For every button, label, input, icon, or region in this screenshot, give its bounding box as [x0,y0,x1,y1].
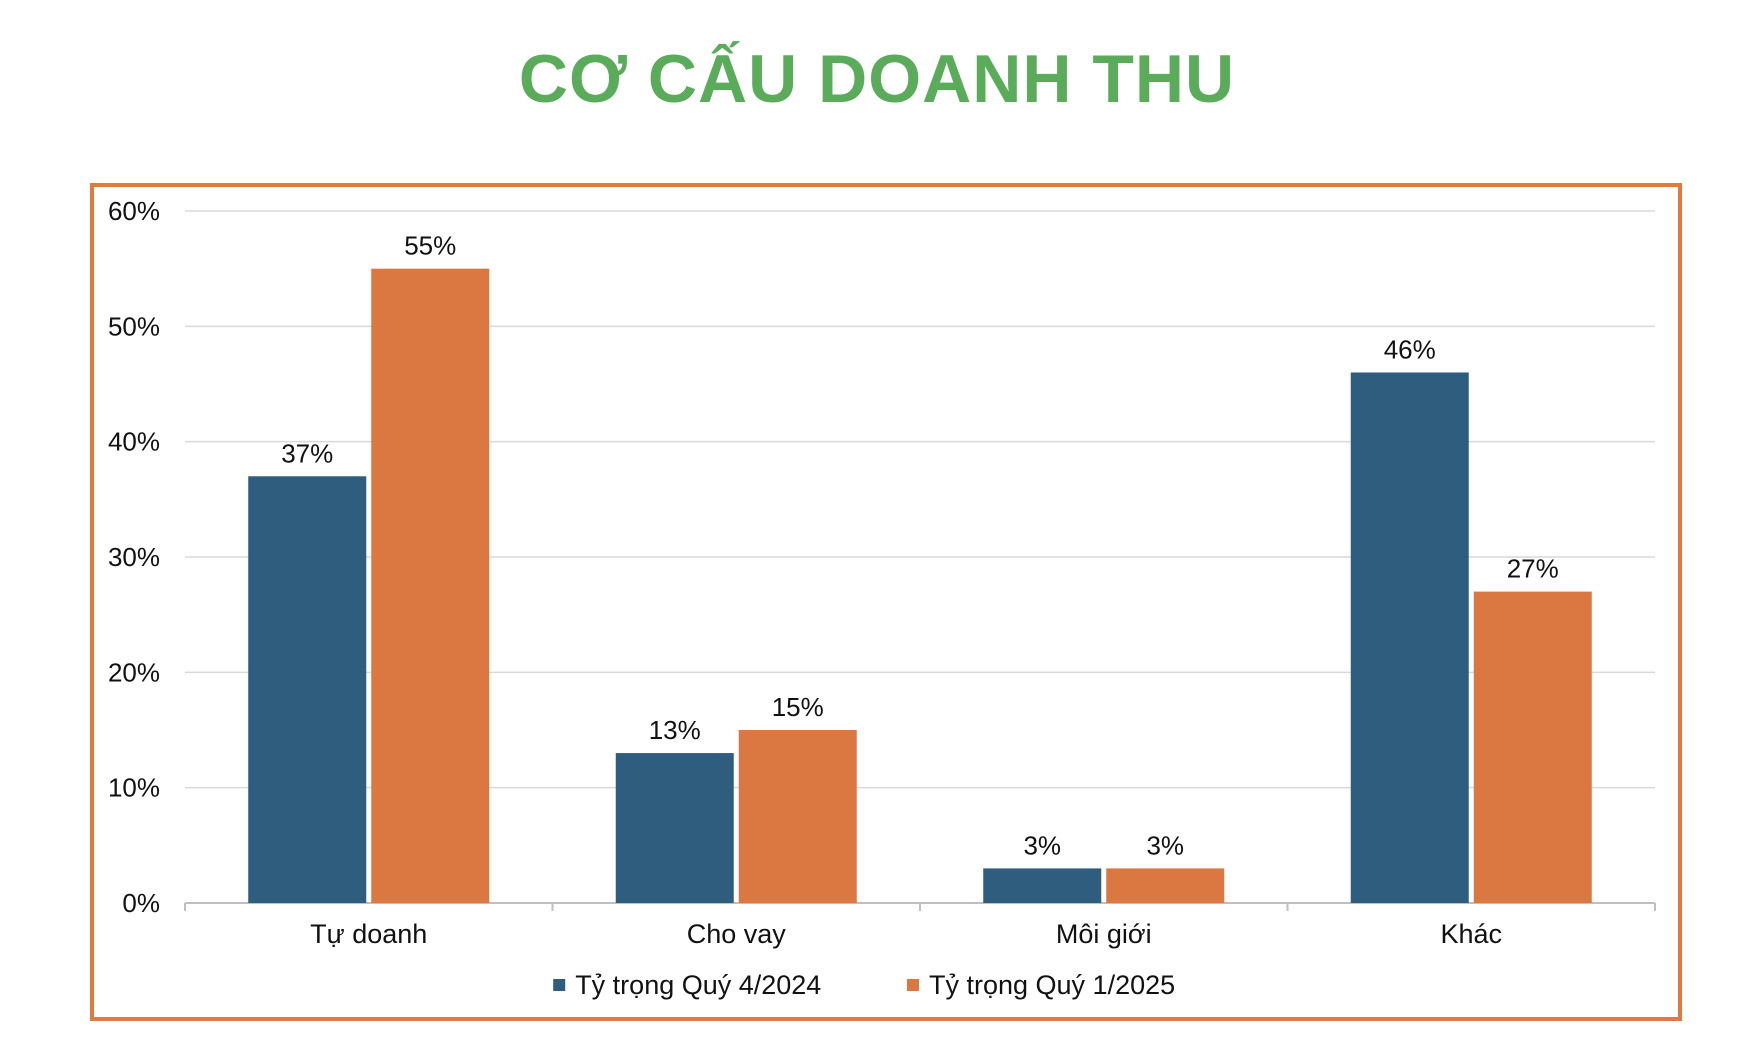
bar [738,730,857,903]
x-tick-label: Khác [1440,919,1502,949]
chart-title: CƠ CẤU DOANH THU [518,41,1236,117]
bar [1350,372,1469,903]
bar [1106,868,1225,903]
y-tick-label: 30% [108,542,160,572]
bar [983,868,1102,903]
legend-swatch [553,979,566,991]
data-label: 27% [1507,554,1559,584]
y-tick-label: 10% [108,773,160,803]
y-tick-label: 60% [108,196,160,226]
bar [615,753,734,903]
x-tick-label: Môi giới [1056,919,1152,949]
data-label: 13% [649,715,701,745]
data-label: 46% [1384,334,1436,364]
legend-label: Tỷ trọng Quý 4/2024 [575,970,821,1000]
data-label: 3% [1023,830,1061,860]
data-label: 37% [281,438,333,468]
bar [1473,591,1592,903]
legend-label: Tỷ trọng Quý 1/2025 [929,970,1175,1000]
y-tick-label: 0% [122,888,160,918]
y-tick-label: 20% [108,657,160,687]
y-tick-label: 40% [108,427,160,457]
x-tick-label: Cho vay [687,919,787,949]
legend-swatch [907,979,919,991]
y-tick-label: 50% [108,311,160,341]
data-label: 15% [772,692,824,722]
bar [371,268,490,904]
x-tick-label: Tự doanh [310,919,427,949]
chart-frame [90,183,1682,1021]
data-label: 55% [404,231,456,261]
data-label: 3% [1146,830,1184,860]
bar [248,476,367,903]
